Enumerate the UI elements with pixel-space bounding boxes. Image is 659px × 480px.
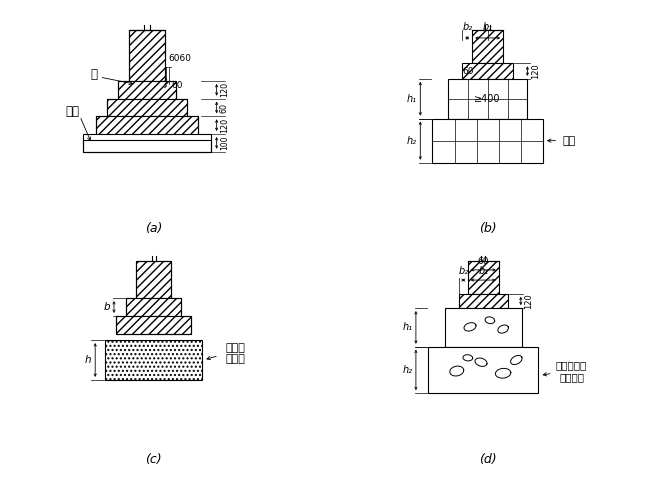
Text: (b): (b) [479,222,496,236]
Polygon shape [96,116,198,134]
Polygon shape [136,261,171,298]
Polygon shape [107,99,187,116]
Text: (c): (c) [146,453,162,466]
Text: 120: 120 [530,63,540,79]
Bar [432,119,543,163]
Text: (d): (d) [479,453,496,466]
Text: 60: 60 [463,67,474,75]
Bar [448,79,527,119]
Text: 120: 120 [524,293,533,309]
Text: 灰土或
三合土: 灰土或 三合土 [225,343,245,364]
Text: h₁: h₁ [403,323,413,333]
Text: h: h [84,355,91,365]
Polygon shape [468,261,499,294]
Polygon shape [462,63,513,79]
Text: b₁: b₁ [478,266,488,276]
Polygon shape [126,298,181,316]
Text: 100: 100 [220,135,229,150]
Text: 毛石混凝土
或混凝土: 毛石混凝土 或混凝土 [556,360,587,382]
Text: h₁: h₁ [407,94,417,104]
Text: 垫层: 垫层 [65,106,79,119]
Text: b₂: b₂ [458,266,469,276]
Bar [83,140,211,152]
Text: h₂: h₂ [403,365,413,375]
Bar [445,308,522,347]
Text: 毛石: 毛石 [563,136,576,145]
Text: 60: 60 [220,103,229,112]
Polygon shape [116,316,191,334]
Text: b₁: b₁ [482,23,493,33]
Text: 60: 60 [478,257,489,266]
Text: 120: 120 [220,82,229,97]
Text: 砖: 砖 [90,68,98,81]
Text: h₂: h₂ [407,136,417,145]
Text: (a): (a) [145,222,162,236]
Polygon shape [119,81,176,99]
Bar [428,347,538,393]
Text: ≥400: ≥400 [474,94,501,104]
Text: b₂: b₂ [462,23,473,33]
Polygon shape [129,30,165,81]
Text: 6060: 6060 [168,54,191,63]
Text: 60: 60 [171,81,183,90]
Text: b: b [104,302,111,312]
Polygon shape [473,30,503,63]
Polygon shape [459,294,507,308]
Text: 120: 120 [220,118,229,133]
Bar [105,340,202,380]
